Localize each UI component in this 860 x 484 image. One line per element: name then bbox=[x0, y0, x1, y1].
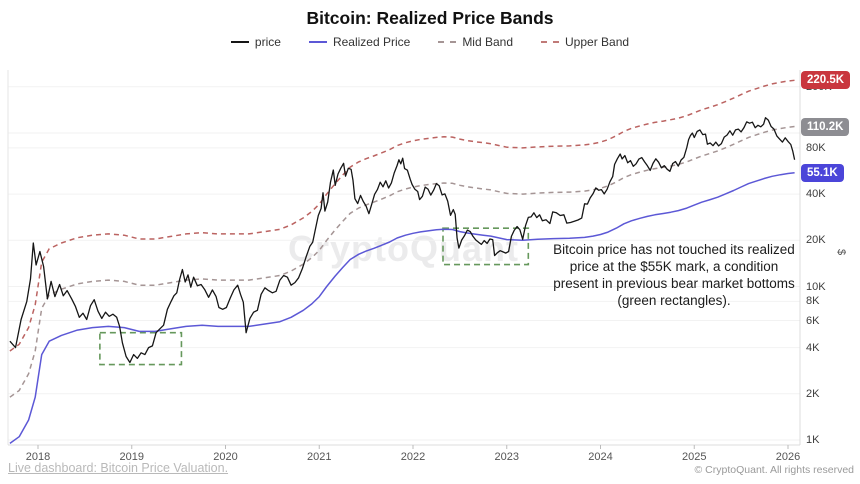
last-value-badge-mid-band: 110.2K bbox=[801, 117, 850, 136]
legend-item-price[interactable]: price bbox=[230, 35, 281, 49]
x-tick-label: 2018 bbox=[25, 451, 51, 463]
legend-label: price bbox=[254, 35, 281, 49]
x-tick-label: 2026 bbox=[775, 451, 801, 463]
legend-label: Upper Band bbox=[565, 35, 630, 49]
x-tick-label: 2020 bbox=[213, 451, 238, 463]
legend-swatch-icon bbox=[308, 41, 327, 43]
chart-title: Bitcoin: Realized Price Bands bbox=[306, 8, 554, 28]
bear-bottom-rectangle bbox=[99, 331, 183, 366]
y-tick-label: 4K bbox=[806, 341, 820, 354]
x-tick-label: 2021 bbox=[307, 451, 332, 463]
last-value-badge-upper-band: 220.5K bbox=[801, 71, 851, 90]
y-tick-label: 1K bbox=[806, 434, 820, 446]
y-tick-label: 20K bbox=[806, 234, 826, 247]
legend-swatch-icon bbox=[438, 41, 457, 43]
dashboard-link[interactable]: Live dashboard: Bitcoin Price Valuation. bbox=[8, 461, 229, 475]
y-tick-label: 6K bbox=[806, 314, 820, 327]
y-tick-label: 40K bbox=[806, 188, 826, 201]
y-tick-label: 8K bbox=[806, 295, 820, 308]
legend-swatch-icon bbox=[541, 41, 560, 43]
legend-item-mid-band[interactable]: Mid Band bbox=[438, 35, 513, 49]
x-tick-label: 2019 bbox=[119, 451, 144, 463]
y-axis-unit-label: $ bbox=[835, 248, 848, 256]
copyright-text: © CryptoQuant. All rights reserved bbox=[694, 464, 854, 476]
series-line-realized-price bbox=[9, 171, 795, 445]
bear-bottom-rectangle bbox=[442, 227, 530, 266]
x-tick-label: 2024 bbox=[588, 451, 613, 463]
series-line-price bbox=[9, 117, 796, 364]
legend-item-realized-price[interactable]: Realized Price bbox=[308, 35, 411, 49]
last-value-badge-realized-price: 55.1K bbox=[801, 163, 844, 182]
y-tick-label: 10K bbox=[806, 280, 826, 293]
series-line-upper-band bbox=[9, 79, 795, 352]
y-tick-label: 80K bbox=[806, 141, 826, 154]
legend-label: Realized Price bbox=[332, 35, 411, 49]
legend-swatch-icon bbox=[230, 41, 249, 43]
chart-legend: price Realized Price Mid Band Upper Band bbox=[0, 35, 860, 49]
legend-label: Mid Band bbox=[462, 35, 514, 49]
x-tick-label: 2023 bbox=[494, 451, 519, 463]
x-tick-label: 2022 bbox=[400, 451, 426, 463]
y-tick-label: 2K bbox=[806, 387, 820, 400]
annotation-text: Bitcoin price has not touched its realiz… bbox=[553, 242, 795, 308]
series-line-mid-band bbox=[9, 125, 795, 398]
x-tick-label: 2025 bbox=[682, 451, 707, 463]
legend-item-upper-band[interactable]: Upper Band bbox=[541, 35, 629, 49]
